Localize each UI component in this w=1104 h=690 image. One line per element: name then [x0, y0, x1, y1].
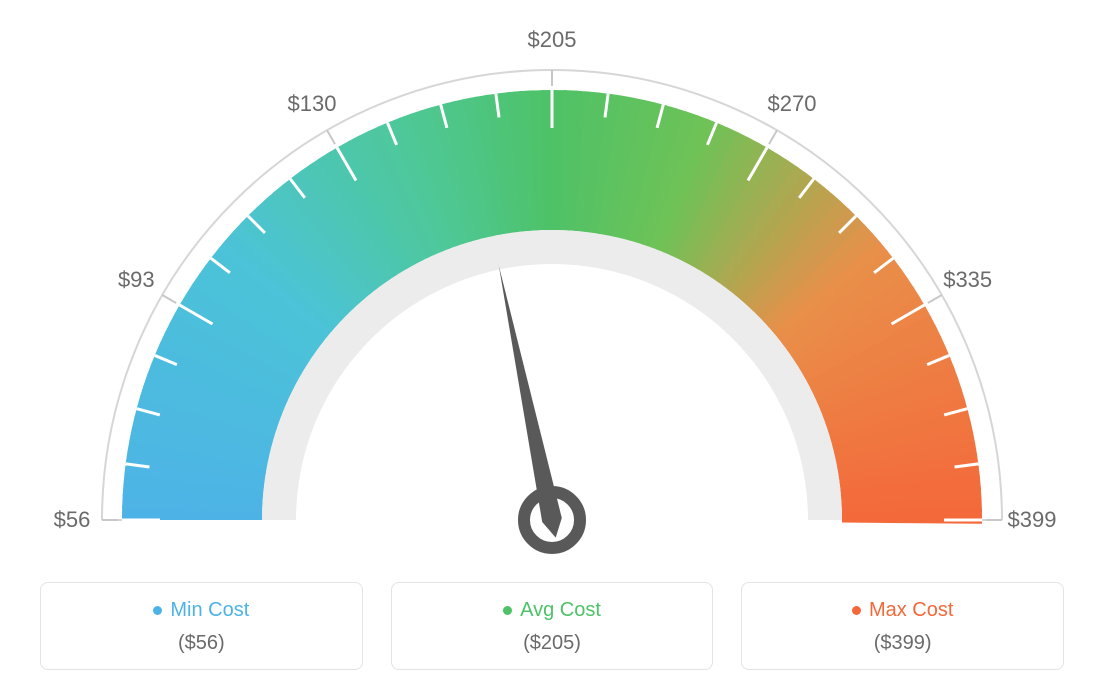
legend-box-avg: Avg Cost ($205) — [391, 582, 714, 670]
gauge-tick-label: $130 — [288, 91, 337, 117]
legend-value-max: ($399) — [752, 632, 1053, 655]
legend-dot-avg — [503, 606, 512, 615]
legend-row: Min Cost ($56) Avg Cost ($205) Max Cost … — [0, 582, 1104, 670]
legend-dot-max — [852, 606, 861, 615]
legend-label-min: Min Cost — [170, 599, 249, 622]
legend-title-avg: Avg Cost — [503, 599, 601, 622]
legend-title-max: Max Cost — [852, 599, 953, 622]
gauge-tick-label: $270 — [768, 91, 817, 117]
legend-label-avg: Avg Cost — [520, 599, 601, 622]
legend-box-min: Min Cost ($56) — [40, 582, 363, 670]
gauge-tick-label: $93 — [118, 267, 155, 293]
legend-title-min: Min Cost — [153, 599, 249, 622]
gauge-container: $56 $93 $130 $205 $270 $335 $399 — [0, 0, 1104, 560]
gauge-svg — [0, 0, 1104, 560]
gauge-tick-label: $205 — [528, 27, 577, 53]
legend-label-max: Max Cost — [869, 599, 953, 622]
legend-value-avg: ($205) — [402, 632, 703, 655]
gauge-tick-label: $56 — [54, 507, 91, 533]
legend-dot-min — [153, 606, 162, 615]
gauge-tick-label: $335 — [943, 267, 992, 293]
legend-value-min: ($56) — [51, 632, 352, 655]
legend-box-max: Max Cost ($399) — [741, 582, 1064, 670]
gauge-tick-label: $399 — [1008, 507, 1057, 533]
